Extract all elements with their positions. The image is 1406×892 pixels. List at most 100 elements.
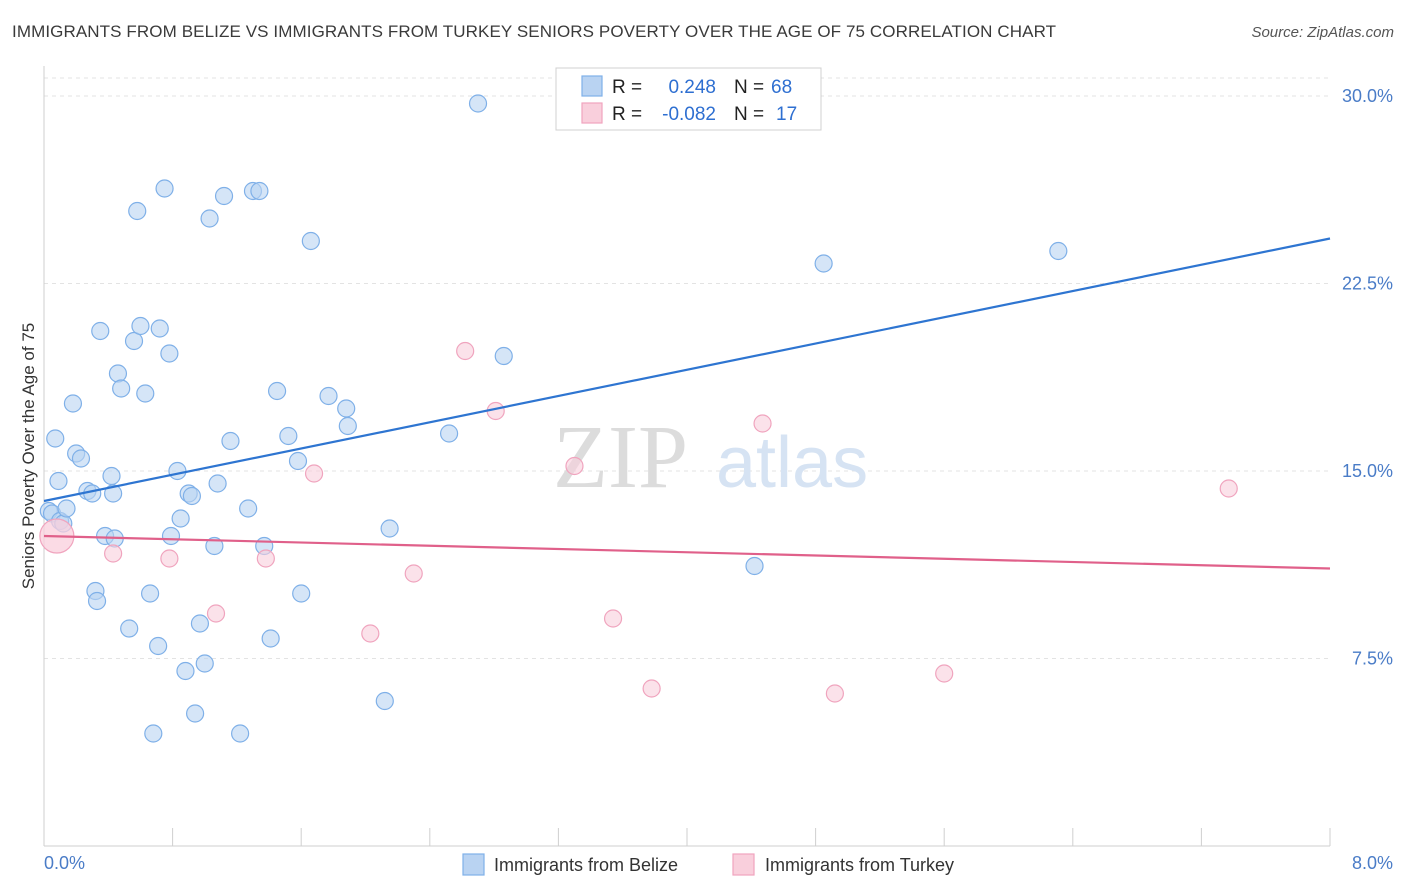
point-belize-56 (319, 386, 338, 406)
point-belize-46 (239, 499, 258, 518)
point-belize-33 (171, 509, 190, 528)
point-belize-3 (49, 471, 68, 491)
watermark: ZIP atlas (553, 408, 868, 507)
point-belize-36 (182, 486, 201, 506)
point-belize-63 (494, 346, 513, 366)
point-belize-45 (231, 724, 250, 743)
point-belize-41 (205, 536, 224, 556)
point-belize-57 (337, 399, 356, 418)
point-belize-53 (288, 451, 308, 471)
trend-layer (43, 237, 1331, 570)
point-belize-24 (136, 384, 155, 403)
point-belize-11 (83, 484, 102, 503)
point-belize-19 (112, 379, 131, 398)
legend-n-label-turkey: N = (734, 104, 764, 125)
point-belize-51 (267, 381, 287, 401)
y-tick-label-3: 30.0% (1342, 86, 1393, 106)
point-belize-7 (63, 394, 83, 413)
point-belize-14 (91, 321, 110, 341)
series-legend-label-belize: Immigrants from Belize (494, 855, 678, 875)
point-turkey-8 (456, 341, 475, 361)
point-belize-52 (279, 426, 298, 446)
point-turkey-10 (565, 456, 584, 476)
point-belize-50 (261, 629, 280, 648)
point-belize-34 (176, 661, 195, 681)
watermark-atlas: atlas (716, 423, 868, 503)
point-belize-64 (745, 556, 764, 576)
point-turkey-15 (935, 664, 954, 683)
y-tick-label-1: 15.0% (1342, 461, 1393, 481)
point-belize-9 (71, 449, 91, 468)
point-belize-62 (468, 94, 488, 113)
point-belize-59 (375, 691, 394, 711)
point-belize-16 (102, 466, 121, 486)
point-turkey-7 (404, 564, 423, 583)
point-belize-22 (128, 201, 147, 221)
point-turkey-1 (104, 544, 123, 563)
x-tick-label-max: 8.0% (1352, 853, 1393, 873)
point-belize-26 (144, 724, 163, 743)
point-turkey-4 (256, 549, 275, 568)
point-turkey-3 (206, 604, 226, 623)
legend-r-value-turkey: -0.082 (662, 104, 716, 125)
y-tick-labels: 7.5% 15.0% 22.5% 30.0% (1342, 86, 1393, 669)
point-belize-32 (168, 461, 187, 481)
point-turkey-16 (1219, 479, 1238, 498)
legend-n-value-belize: 68 (771, 77, 792, 98)
point-belize-42 (208, 474, 227, 493)
legend-n-value-turkey: 17 (776, 104, 797, 125)
point-belize-27 (149, 636, 168, 656)
point-belize-20 (120, 619, 139, 638)
point-belize-54 (292, 584, 311, 603)
point-belize-39 (195, 654, 214, 673)
chart-source: Source: ZipAtlas.com (1251, 24, 1394, 41)
legend-n-label-belize: N = (734, 77, 764, 98)
point-turkey-11 (603, 609, 623, 628)
y-tick-label-0: 7.5% (1352, 649, 1393, 669)
point-belize-67 (104, 484, 123, 503)
series-legend-swatch-belize (462, 853, 485, 876)
legend-swatch-turkey (581, 102, 603, 124)
point-belize-37 (186, 704, 205, 723)
point-turkey-6 (361, 624, 380, 643)
point-belize-58 (338, 416, 357, 436)
trend-line-belize (43, 237, 1331, 503)
point-turkey-14 (825, 684, 844, 703)
point-belize-55 (301, 231, 320, 251)
point-turkey-13 (753, 414, 772, 433)
y-tick-label-2: 22.5% (1342, 274, 1393, 294)
point-belize-44 (221, 431, 240, 451)
points-layer (39, 94, 1238, 743)
point-belize-2 (46, 429, 65, 448)
series-legend-label-turkey: Immigrants from Turkey (765, 855, 954, 875)
x-ticks (172, 828, 1331, 846)
point-belize-23 (131, 316, 150, 336)
point-belize-28 (150, 319, 169, 338)
trend-line-turkey (43, 534, 1331, 570)
point-belize-48 (250, 181, 269, 201)
stats-legend: R = 0.248 N = 68 R = -0.082 N = 17 (555, 67, 822, 131)
point-belize-43 (214, 186, 234, 206)
point-belize-13 (87, 591, 107, 611)
point-belize-18 (108, 364, 128, 383)
point-belize-66 (1049, 241, 1068, 261)
point-belize-30 (160, 344, 179, 363)
point-belize-38 (190, 614, 210, 633)
point-belize-25 (140, 584, 160, 603)
point-belize-6 (57, 499, 76, 518)
point-turkey-5 (304, 464, 324, 483)
chart-title: IMMIGRANTS FROM BELIZE VS IMMIGRANTS FRO… (12, 22, 1057, 41)
point-belize-40 (200, 209, 219, 228)
point-belize-61 (439, 424, 459, 443)
legend-r-label-turkey: R = (612, 104, 642, 125)
point-belize-21 (124, 331, 144, 351)
point-belize-31 (161, 526, 181, 546)
legend-r-label-belize: R = (612, 77, 642, 98)
point-belize-60 (380, 519, 399, 538)
series-legend: Immigrants from Belize Immigrants from T… (462, 853, 954, 876)
legend-r-value-belize: 0.248 (668, 77, 716, 98)
gridlines (44, 77, 1330, 659)
x-tick-label-min: 0.0% (44, 853, 85, 873)
point-turkey-2 (160, 549, 179, 568)
